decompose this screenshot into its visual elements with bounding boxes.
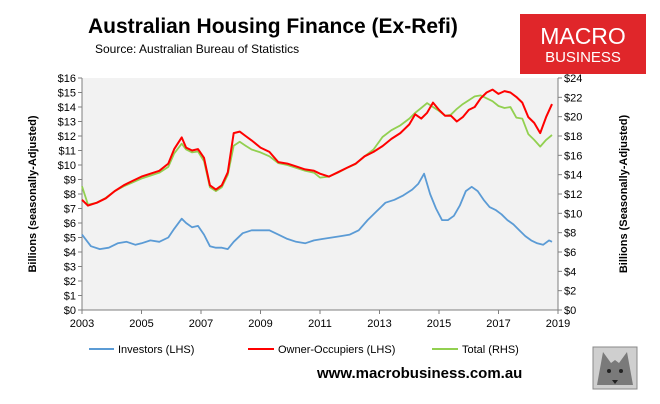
left-tick-label: $6 [64,218,76,230]
right-tick-label: $14 [564,170,582,182]
logo-line-1: MACRO [540,23,626,49]
left-tick-label: $16 [58,73,76,85]
right-tick-label: $10 [564,208,582,220]
left-tick-label: $12 [58,131,76,143]
chart-title: Australian Housing Finance (Ex-Refi) [88,15,458,38]
left-tick-label: $15 [58,88,76,100]
x-tick-label: 2019 [546,318,570,330]
left-tick-label: $3 [64,262,76,274]
x-tick-label: 2005 [129,318,153,330]
right-tick-label: $4 [564,266,576,278]
right-tick-label: $24 [564,73,582,85]
left-axis-ticks: $0 $1 $2 $3 $4 $5 $6 $7 $8 $9 $10 $11 $12 $13 $14 $15 $1… [58,73,82,317]
source-url: www.macrobusiness.com.au [316,365,522,382]
right-tick-label: $6 [564,247,576,259]
legend: Investors (LHS) Owner-Occupiers (LHS) To… [89,344,519,356]
right-axis-title: Billions (Seasonally-Adjusted) [618,115,630,274]
right-tick-label: $0 [564,305,576,317]
right-tick-label: $2 [564,286,576,298]
left-tick-label: $2 [64,276,76,288]
x-tick-label: 2009 [248,318,272,330]
legend-label-total: Total (RHS) [462,344,519,356]
wolf-icon [592,346,638,390]
left-tick-label: $1 [64,291,76,303]
left-tick-label: $5 [64,233,76,245]
x-tick-label: 2003 [70,318,94,330]
left-tick-label: $13 [58,117,76,129]
x-axis-ticks: 2003 2005 2007 2009 2011 2013 2015 2017 2019 [70,310,570,330]
series-line-owner-occupiers-lhs [81,88,553,207]
right-tick-label: $12 [564,189,582,201]
plot-area [82,78,558,310]
legend-label-owner-occupiers: Owner-Occupiers (LHS) [278,344,395,356]
series-lines [81,88,553,251]
right-tick-label: $20 [564,112,582,124]
x-tick-label: 2015 [427,318,451,330]
left-tick-label: $4 [64,247,76,259]
left-tick-label: $0 [64,305,76,317]
right-tick-label: $18 [564,131,582,143]
right-tick-label: $16 [564,150,582,162]
left-tick-label: $11 [58,146,76,158]
x-tick-label: 2013 [367,318,391,330]
series-line-investors-lhs [81,172,553,251]
left-tick-label: $10 [58,160,76,172]
legend-label-investors: Investors (LHS) [118,344,194,356]
chart-subtitle: Source: Australian Bureau of Statistics [95,42,299,56]
left-tick-label: $9 [64,175,76,187]
left-tick-label: $14 [58,102,76,114]
right-tick-label: $22 [564,92,582,104]
left-axis-title: Billions (seasonally-Adjusted) [27,115,39,272]
x-tick-label: 2007 [189,318,213,330]
logo-line-2: BUSINESS [545,49,621,66]
x-tick-label: 2011 [308,318,332,330]
left-tick-label: $8 [64,189,76,201]
x-tick-label: 2017 [486,318,510,330]
right-axis-ticks: $0 $2 $4 $6 $8 $10 $12 $14 $16 $18 $20 $22 $24 [558,73,582,317]
macrobusiness-logo: MACRO BUSINESS [520,14,646,74]
left-tick-label: $7 [64,204,76,216]
right-tick-label: $8 [564,228,576,240]
